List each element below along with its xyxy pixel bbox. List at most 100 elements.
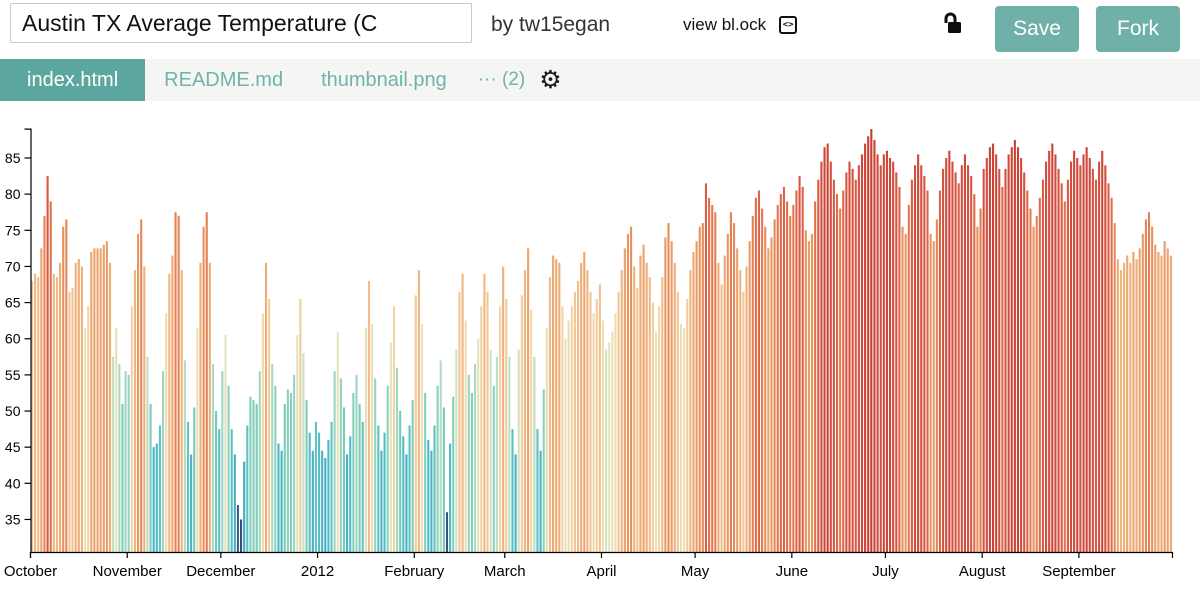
temperature-bar — [124, 371, 127, 552]
temperature-bar — [477, 338, 480, 552]
temperature-bar — [321, 450, 324, 552]
view-block-label: view bl.ock — [683, 15, 767, 34]
temperature-bar — [402, 436, 405, 552]
x-axis-label: August — [959, 563, 1007, 580]
temperature-bar — [155, 443, 158, 552]
view-block-link[interactable]: view bl.ock <> — [683, 15, 798, 35]
temperature-bar — [252, 400, 255, 552]
gear-icon[interactable]: ⚙ — [539, 65, 562, 94]
temperature-bar — [948, 150, 951, 552]
temperature-bar — [779, 194, 782, 552]
temperature-bar — [882, 154, 885, 552]
temperature-bar — [938, 190, 942, 552]
temperature-bar — [43, 215, 46, 552]
temperature-bar — [264, 262, 268, 552]
temperature-bar — [573, 291, 576, 552]
temperature-bar — [645, 262, 648, 552]
temperature-bar — [935, 219, 938, 552]
temperature-bar — [361, 421, 364, 552]
temperature-bar — [991, 143, 995, 552]
temperature-bar — [93, 248, 96, 552]
temperature-bar — [146, 356, 149, 552]
temperature-bar — [183, 360, 186, 552]
temperature-bar — [108, 262, 112, 552]
temperature-bar — [140, 219, 143, 552]
y-axis-label: 75 — [5, 222, 21, 238]
y-axis-label: 65 — [5, 295, 21, 311]
temperature-bar — [327, 439, 330, 552]
temperature-bar — [729, 212, 732, 552]
temperature-bar — [1079, 165, 1082, 553]
temperature-bar — [55, 277, 59, 552]
temperature-bar — [243, 461, 246, 552]
temperature-bar — [224, 335, 227, 552]
unlocked-padlock-icon[interactable] — [942, 11, 964, 43]
temperature-bar — [1063, 201, 1066, 552]
temperature-bar — [339, 378, 342, 552]
temperature-bar — [686, 298, 689, 552]
temperature-bar — [917, 154, 920, 552]
y-axis-label: 55 — [5, 367, 21, 383]
temperature-bar — [427, 439, 430, 552]
temperature-bar — [542, 389, 545, 552]
temperature-bar — [461, 273, 464, 552]
temperature-bar — [502, 266, 505, 552]
tab-readme-md[interactable]: README.md — [164, 68, 284, 91]
temperature-bar — [742, 291, 745, 552]
temperature-bar — [77, 259, 80, 552]
temperature-bar — [1032, 226, 1035, 552]
temperature-bar — [258, 371, 261, 552]
temperature-bar — [346, 454, 349, 552]
temperature-bar — [1116, 259, 1119, 552]
temperature-bar — [74, 262, 77, 552]
temperature-bar — [514, 454, 517, 552]
temperature-bar — [879, 165, 882, 553]
temperature-bar — [49, 201, 52, 552]
temperature-bar — [386, 385, 389, 552]
temperature-bar — [137, 233, 140, 552]
temperature-bar — [374, 378, 377, 552]
temperature-bar — [854, 179, 857, 552]
temperature-bar — [736, 248, 739, 552]
temperature-bar — [65, 219, 68, 552]
temperature-bar — [274, 385, 277, 552]
temperature-bar — [121, 403, 124, 552]
temperature-bar — [689, 270, 692, 552]
temperature-bar — [639, 255, 642, 552]
temperature-bar — [1073, 150, 1076, 552]
temperature-bar — [592, 313, 595, 552]
temperature-bar — [995, 154, 998, 552]
temperature-bar — [1041, 179, 1044, 552]
temperature-bar — [336, 331, 339, 552]
temperature-bar — [792, 204, 795, 552]
tab-thumbnail-png[interactable]: thumbnail.png — [321, 68, 447, 91]
temperature-bar — [383, 432, 386, 552]
temperature-bar — [190, 454, 193, 552]
temperature-bar — [380, 450, 383, 552]
temperature-bar — [246, 425, 249, 552]
temperature-bar — [1051, 143, 1054, 552]
temperature-bar — [913, 165, 917, 553]
temperature-bar — [1013, 139, 1016, 553]
temperature-bar — [976, 226, 979, 552]
temperature-bar — [520, 295, 523, 552]
fork-button[interactable]: Fork — [1096, 6, 1180, 52]
temperature-bar — [704, 183, 708, 553]
temperature-bar — [761, 208, 764, 552]
temperature-bar — [1066, 179, 1069, 552]
temperature-bar — [1119, 270, 1123, 552]
temperature-bar — [555, 259, 558, 552]
temperature-bar — [71, 288, 74, 552]
y-axis-label: 60 — [5, 331, 21, 347]
temperature-bar — [648, 277, 651, 552]
temperature-bar — [414, 295, 417, 552]
temperature-bar — [180, 270, 183, 552]
temperature-bar — [474, 364, 477, 552]
temperature-bar — [1094, 179, 1098, 552]
save-button[interactable]: Save — [995, 6, 1079, 52]
title-input[interactable] — [10, 3, 472, 43]
x-axis-label: May — [681, 563, 710, 580]
temperature-bar — [876, 154, 879, 552]
tab-index-html[interactable]: index.html — [0, 59, 146, 101]
more-files-button[interactable]: ··· (2) — [477, 69, 526, 90]
